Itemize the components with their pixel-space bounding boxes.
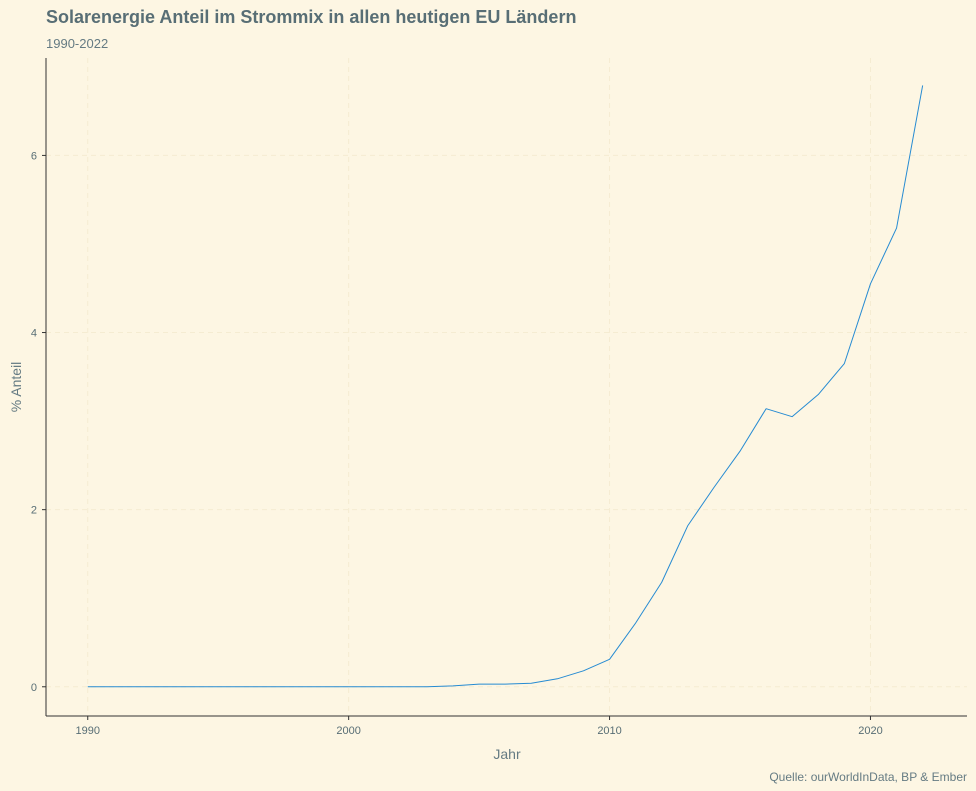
chart-subtitle: 1990-2022: [46, 36, 108, 51]
y-tick-label: 2: [31, 505, 37, 517]
x-tick-label: 2010: [597, 725, 621, 737]
x-axis-title: Jahr: [493, 746, 521, 762]
series-layer: [87, 85, 924, 688]
y-tick-label: 4: [31, 328, 37, 340]
x-tick-label: 2020: [858, 725, 882, 737]
series-line: [87, 85, 924, 688]
y-tick-label: 6: [31, 150, 37, 162]
tick-labels: 1990 2000 2010 2020 0 2 4 6: [31, 150, 883, 737]
y-tick-label: 0: [31, 682, 37, 694]
x-tick-label: 1990: [76, 725, 100, 737]
x-tick-label: 2000: [336, 725, 360, 737]
chart-caption: Quelle: ourWorldInData, BP & Ember: [769, 770, 967, 784]
chart-title: Solarenergie Anteil im Strommix in allen…: [46, 7, 576, 27]
axes: [42, 58, 967, 720]
grid-lines: [46, 58, 967, 716]
y-axis-title: % Anteil: [8, 362, 24, 413]
